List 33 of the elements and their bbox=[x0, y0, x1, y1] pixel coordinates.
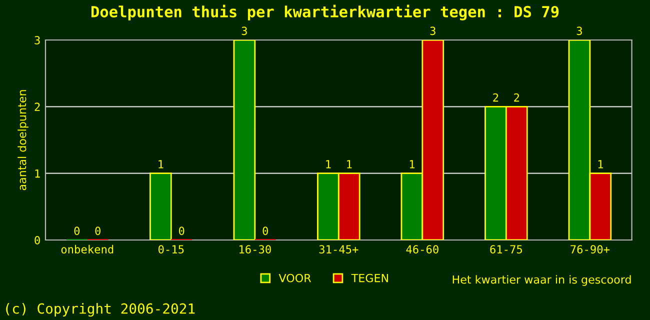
data-label: 1 bbox=[326, 160, 331, 168]
data-label: 2 bbox=[514, 93, 520, 102]
y-tick-label: 2 bbox=[34, 102, 40, 111]
bar bbox=[150, 172, 172, 240]
data-label: 1 bbox=[598, 160, 603, 168]
y-tick-label: 1 bbox=[35, 169, 40, 178]
data-label: 2 bbox=[493, 93, 498, 102]
x-tick-label: 31-45+ bbox=[319, 245, 358, 254]
x-tick-label: 0-15 bbox=[158, 245, 184, 254]
chart-title: Doelpunten thuis per kwartierkwartier tegen : DS 79 bbox=[91, 4, 559, 20]
data-label: 3 bbox=[430, 26, 436, 36]
data-label: 3 bbox=[576, 26, 582, 36]
legend-label: TEGEN bbox=[351, 274, 388, 282]
data-label: 0 bbox=[262, 226, 268, 236]
legend-label: VOOR bbox=[278, 274, 312, 282]
x-tick-label: 61-75 bbox=[490, 245, 522, 254]
x-axis-title: Het kwartier waar in is gescoord bbox=[452, 275, 631, 286]
bar bbox=[233, 40, 256, 240]
y-axis-title: aantal doelpunten bbox=[18, 90, 28, 190]
data-label: 1 bbox=[410, 160, 415, 168]
data-label: 1 bbox=[158, 160, 164, 168]
data-label: 1 bbox=[347, 160, 352, 168]
data-label: 0 bbox=[74, 226, 80, 236]
text: (c) Copyright 2006-2021 bbox=[6, 303, 195, 317]
data-label: 0 bbox=[178, 226, 184, 236]
x-tick-label: onbekend bbox=[61, 244, 114, 254]
x-tick-label: 76-90+ bbox=[570, 245, 610, 254]
x-tick-label: 46-60 bbox=[406, 245, 438, 254]
data-label: 0 bbox=[95, 226, 100, 236]
y-tick-label: 3 bbox=[34, 36, 40, 44]
y-tick-label: 0 bbox=[34, 236, 40, 244]
x-tick-label: 16-30 bbox=[240, 245, 271, 254]
data-label: 3 bbox=[242, 26, 247, 36]
